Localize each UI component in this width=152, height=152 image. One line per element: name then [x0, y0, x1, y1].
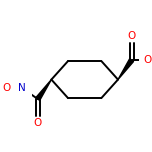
- Polygon shape: [36, 79, 51, 100]
- Text: N: N: [18, 83, 26, 93]
- Text: O: O: [3, 83, 11, 93]
- Text: O: O: [143, 55, 151, 65]
- Text: O: O: [34, 118, 42, 128]
- Polygon shape: [118, 59, 134, 79]
- Text: O: O: [128, 31, 136, 41]
